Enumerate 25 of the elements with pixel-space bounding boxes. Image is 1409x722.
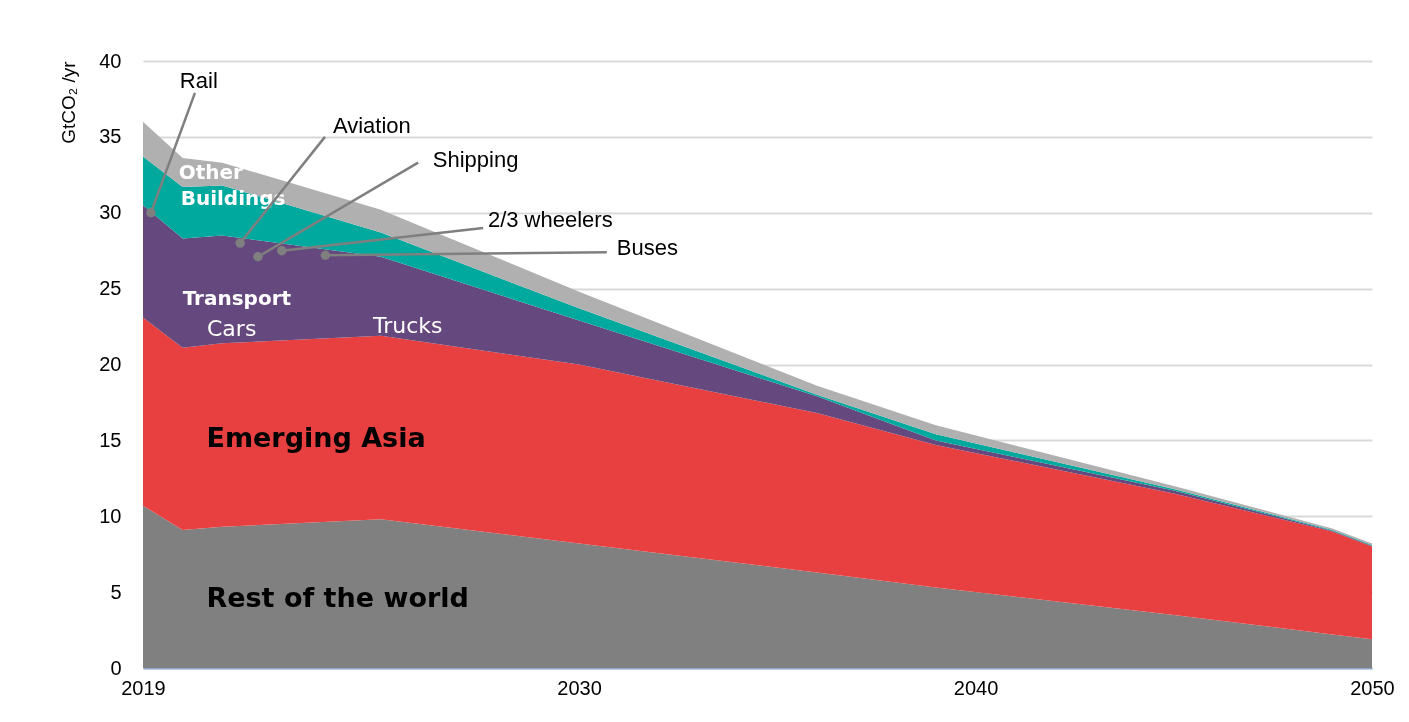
- series-label: Rest of the world: [206, 581, 469, 613]
- annotation: Rail: [179, 67, 218, 93]
- y-axis-title: GtCO₂ /yr: [58, 60, 80, 144]
- annotation: Buses: [616, 234, 678, 260]
- annotation: Aviation: [332, 113, 411, 139]
- y-tick-label: 20: [99, 353, 122, 375]
- series-label: Emerging Asia: [206, 421, 426, 453]
- y-tick-label: 5: [110, 580, 122, 603]
- series-label: Other: [178, 159, 244, 184]
- y-tick-label: 15: [99, 428, 122, 451]
- annotation: Trucks: [372, 313, 443, 338]
- annotation: Shipping: [432, 146, 519, 172]
- y-tick-label: 10: [99, 504, 122, 527]
- x-tick-label: 2019: [121, 676, 166, 699]
- x-tick-label: 2040: [953, 676, 999, 699]
- y-tick-label: 0: [110, 656, 122, 679]
- annotation: 2/3 wheelers: [487, 207, 613, 233]
- y-tick-label: 35: [99, 125, 122, 148]
- x-tick-label: 2030: [557, 676, 602, 699]
- series-label: Transport: [182, 286, 292, 311]
- y-tick-label: 30: [99, 201, 122, 224]
- annotation: Cars: [207, 316, 257, 341]
- y-tick-label: 25: [99, 277, 122, 300]
- x-tick-label: 2050: [1350, 676, 1395, 699]
- y-tick-label: 40: [99, 49, 122, 72]
